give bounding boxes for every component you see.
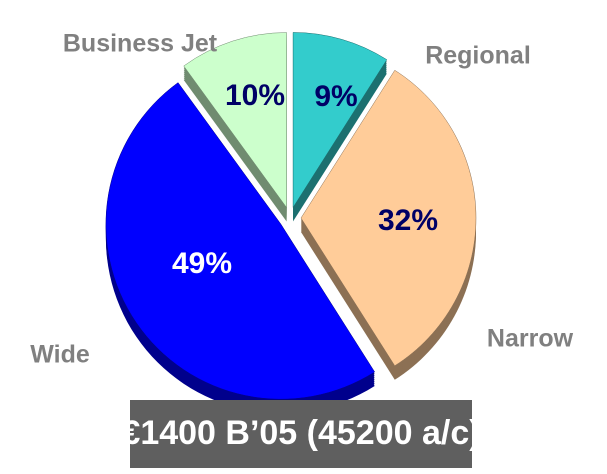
category-label: Business Jet — [63, 30, 218, 58]
slice — [105, 82, 376, 400]
value-label: 10% — [225, 79, 285, 112]
category-label: Regional — [425, 42, 531, 70]
slice — [292, 32, 388, 209]
footer-box — [130, 400, 472, 468]
slice — [300, 69, 477, 367]
footer-text: €1400 B’05 (45200 a/c) — [121, 414, 480, 452]
category-label: Narrow — [487, 325, 574, 353]
value-label: 32% — [378, 204, 438, 237]
slice — [183, 32, 287, 209]
value-label: 9% — [314, 80, 357, 113]
category-label: Wide — [30, 341, 90, 369]
value-label: 49% — [172, 247, 232, 280]
